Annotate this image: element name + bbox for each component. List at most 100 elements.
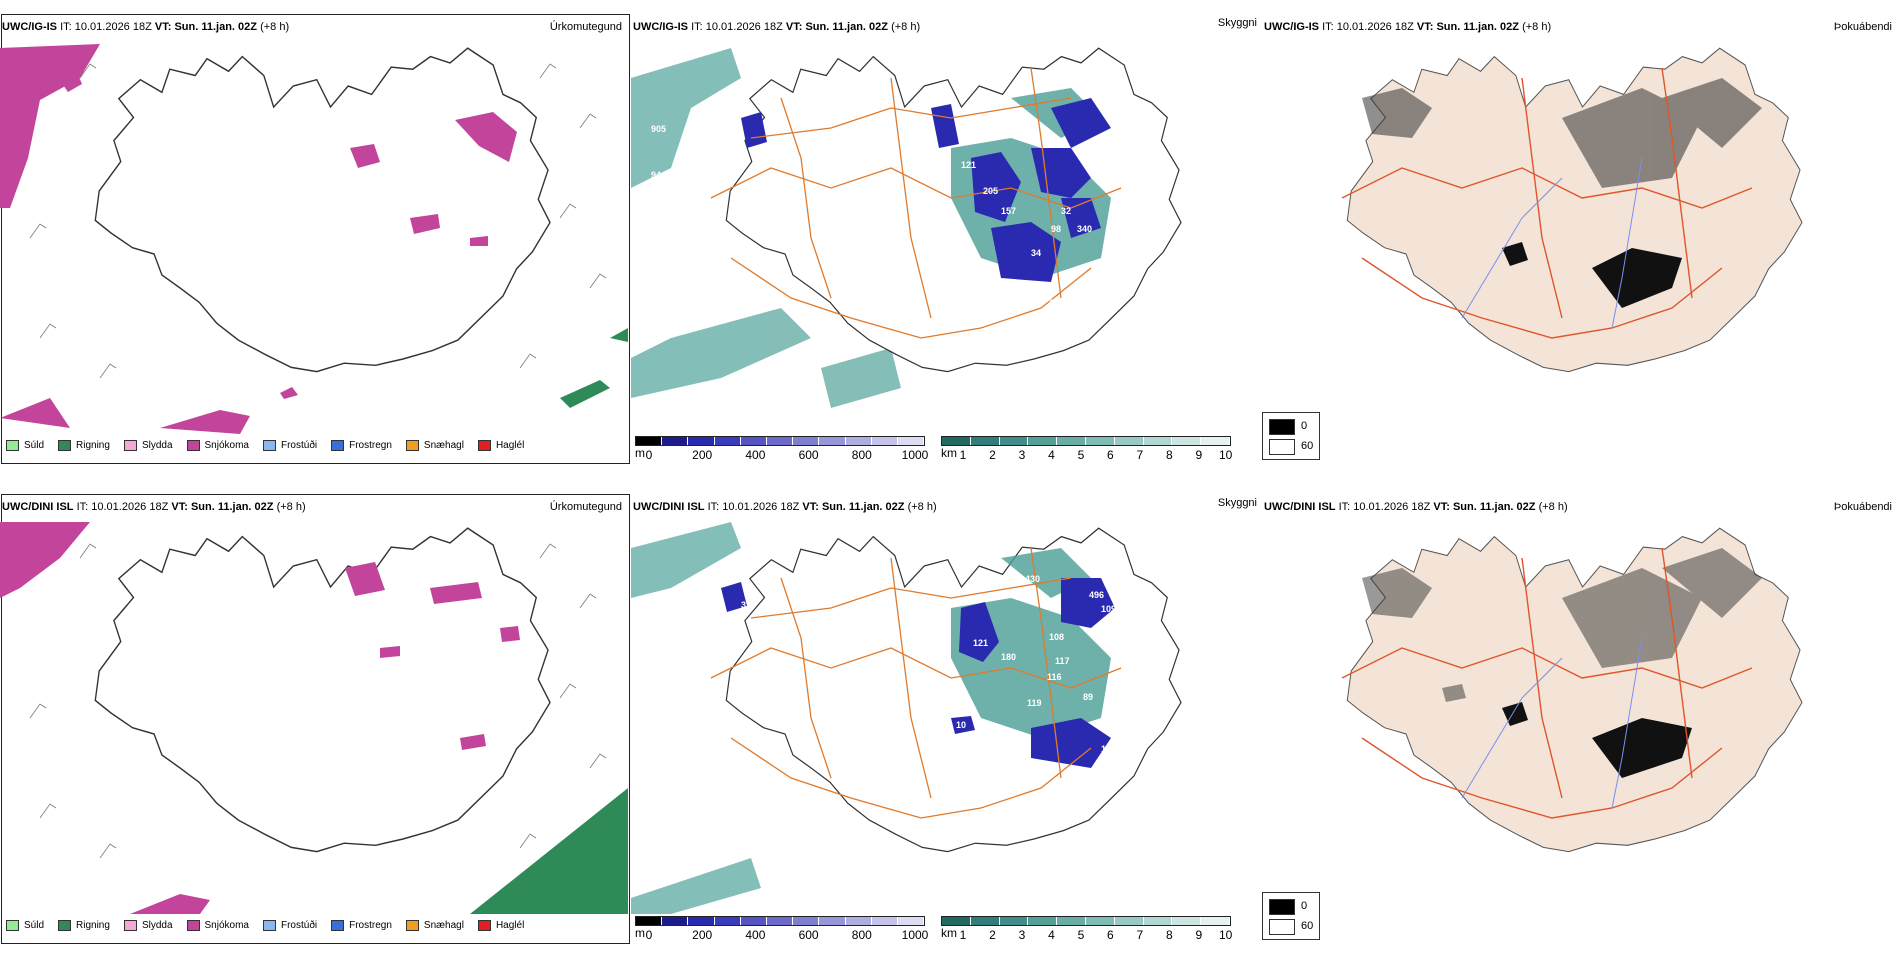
legend-item: Frostúði xyxy=(262,440,317,451)
svg-text:162: 162 xyxy=(1049,298,1064,308)
road-network xyxy=(710,547,1122,819)
coastline xyxy=(94,527,551,853)
visibility-labels: 430 131 496 109 121 180 108 117 116 119 … xyxy=(741,574,1135,818)
vt-value: Sun. 11.jan. 02Z xyxy=(174,21,257,33)
legend-swatch xyxy=(262,440,276,451)
svg-text:131: 131 xyxy=(1025,280,1040,290)
legend-item: Rigning xyxy=(58,440,110,451)
svg-text:121: 121 xyxy=(973,638,988,648)
run-header: UWC/IG-IS IT: 10.01.2026 18Z VT: Sun. 11… xyxy=(1264,21,1552,33)
visibility-panel: UWC/IG-IS IT: 10.01.2026 18Z VT: Sun. 11… xyxy=(631,12,1261,482)
visibility-areas xyxy=(631,522,761,914)
svg-text:93: 93 xyxy=(1107,254,1117,264)
svg-text:201: 201 xyxy=(1087,274,1102,284)
legend-item: Súld xyxy=(6,440,44,451)
legend-swatch xyxy=(331,440,345,451)
precip-type-panel: UWC/DINI ISL IT: 10.01.2026 18Z VT: Sun.… xyxy=(0,492,630,962)
fog-panel: UWC/DINI ISL IT: 10.01.2026 18Z VT: Sun.… xyxy=(1262,492,1900,962)
svg-text:340: 340 xyxy=(1077,224,1092,234)
svg-text:104: 104 xyxy=(1111,274,1126,284)
panel-title: Skyggni xyxy=(1217,17,1257,29)
panel-title: Þokuábendi xyxy=(1833,21,1892,33)
svg-text:92: 92 xyxy=(1101,714,1111,724)
svg-text:205: 205 xyxy=(983,186,998,196)
fog-map xyxy=(1341,527,1803,853)
svg-text:24: 24 xyxy=(1125,650,1135,660)
fog-shading xyxy=(1362,548,1762,702)
svg-text:79: 79 xyxy=(1055,808,1065,818)
fog-shading xyxy=(1362,78,1762,188)
svg-text:101: 101 xyxy=(1119,728,1134,738)
legend-item: Haglél xyxy=(477,440,524,451)
height-colorbar-swatches xyxy=(635,436,925,446)
coastline xyxy=(725,527,1182,853)
model-name: UWC/IG-IS xyxy=(2,21,57,33)
visibility-colorbar: km 1 2 3 4 5 6 7 8 9 10 xyxy=(941,436,1232,462)
roads xyxy=(1341,547,1753,819)
visibility-areas xyxy=(631,48,901,408)
precip-legend: Súld Rigning Slydda Snjókoma Frostúði Fr… xyxy=(6,920,524,931)
svg-text:121: 121 xyxy=(961,160,976,170)
fog-panel: UWC/IG-IS IT: 10.01.2026 18Z VT: Sun. 11… xyxy=(1262,12,1900,482)
coastline xyxy=(94,47,551,373)
svg-text:31: 31 xyxy=(741,600,751,610)
svg-text:98: 98 xyxy=(1051,224,1061,234)
legend-swatch xyxy=(405,440,419,451)
precip-map xyxy=(0,44,628,434)
visibility-map: 430 131 496 109 121 180 108 117 116 119 … xyxy=(631,522,1182,914)
svg-text:430: 430 xyxy=(1025,574,1040,584)
svg-text:108: 108 xyxy=(1049,632,1064,642)
legend-swatch xyxy=(186,440,200,451)
snow-areas xyxy=(0,44,517,434)
map-frame xyxy=(1,494,630,944)
svg-text:233: 233 xyxy=(1123,174,1138,184)
fog-legend: 0 60 xyxy=(1262,412,1320,460)
panel-title: Skyggni xyxy=(1217,497,1257,509)
rivers xyxy=(1461,637,1643,809)
run-header: UWC/DINI ISL IT: 10.01.2026 18Z VT: Sun.… xyxy=(2,501,306,513)
row-ig-is: UWC/IG-IS IT: 10.01.2026 18Z VT: Sun. 11… xyxy=(0,12,1900,482)
fog-legend-low: 60 xyxy=(1301,440,1314,452)
run-header: UWC/DINI ISL IT: 10.01.2026 18Z VT: Sun.… xyxy=(633,501,937,513)
svg-text:117: 117 xyxy=(1055,656,1070,666)
row-dini-isl: UWC/DINI ISL IT: 10.01.2026 18Z VT: Sun.… xyxy=(0,492,1900,962)
visibility-colorbar-swatches xyxy=(941,436,1231,446)
snow-areas xyxy=(0,522,520,914)
svg-text:119: 119 xyxy=(1027,698,1042,708)
run-header: UWC/DINI ISL IT: 10.01.2026 18Z VT: Sun.… xyxy=(1264,501,1568,513)
dense-fog xyxy=(1502,242,1682,308)
visibility-colorbar: km 1 2 3 4 5 6 7 8 9 10 xyxy=(941,916,1232,942)
svg-text:34: 34 xyxy=(1031,248,1041,258)
legend-item: Slydda xyxy=(123,440,173,451)
height-unit: m xyxy=(635,446,645,460)
fog-legend-white xyxy=(1269,439,1295,455)
svg-text:905: 905 xyxy=(651,124,666,134)
svg-text:32: 32 xyxy=(1061,206,1071,216)
svg-text:157: 157 xyxy=(1001,206,1016,216)
run-header: UWC/IG-IS IT: 10.01.2026 18Z VT: Sun. 11… xyxy=(2,21,289,33)
fog-map xyxy=(1341,47,1803,373)
it-value: 10.01.2026 18Z xyxy=(74,21,152,33)
legend-swatch xyxy=(477,440,491,451)
rain-areas xyxy=(470,788,628,914)
visibility-map: 905 94 121 205 157 71 233 164 22 32 98 3… xyxy=(631,47,1182,408)
precip-type-panel: UWC/IG-IS IT: 10.01.2026 18Z VT: Sun. 11… xyxy=(0,12,630,482)
legend-swatch xyxy=(58,440,72,451)
rain-areas xyxy=(560,328,628,408)
low-cloud-areas xyxy=(721,578,1115,768)
svg-text:118: 118 xyxy=(1091,312,1106,322)
svg-text:71: 71 xyxy=(1099,162,1109,172)
dense-fog xyxy=(1502,702,1692,778)
panel-title: Úrkomutegund xyxy=(549,501,622,513)
svg-text:11: 11 xyxy=(953,254,963,264)
precip-legend: Súld Rigning Slydda Snjókoma Frostúði Fr… xyxy=(6,440,524,451)
svg-text:109: 109 xyxy=(1101,604,1116,614)
svg-text:89: 89 xyxy=(1083,692,1093,702)
visibility-panel: UWC/DINI ISL IT: 10.01.2026 18Z VT: Sun.… xyxy=(631,492,1261,962)
legend-item: Snjókoma xyxy=(186,440,249,451)
run-header: UWC/IG-IS IT: 10.01.2026 18Z VT: Sun. 11… xyxy=(633,21,921,33)
fog-legend: 0 60 xyxy=(1262,892,1320,940)
road-network xyxy=(710,67,1122,339)
it-label: IT: xyxy=(60,21,72,33)
svg-text:131: 131 xyxy=(973,580,988,590)
